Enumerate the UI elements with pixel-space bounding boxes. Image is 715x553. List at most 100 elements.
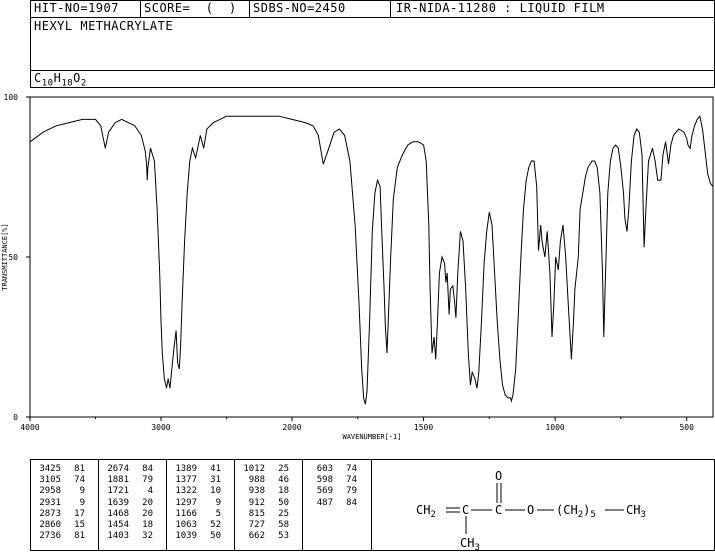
peak-wavenumber: 1166 <box>175 508 197 519</box>
y-tick-label: 0 <box>13 413 18 422</box>
x-tick-label: 2000 <box>282 423 301 432</box>
peak-row: 3425 81 <box>31 464 98 475</box>
peak-row: 1468 20 <box>99 509 166 520</box>
peak-transmittance: 84 <box>142 464 153 474</box>
peak-wavenumber: 1881 <box>107 475 129 486</box>
peak-table: 3425 81 3105 74 2958 9 2931 9 2873 17 2860 15 2736 81… <box>30 459 372 551</box>
x-axis-label: WAVENUMBER[-1] <box>342 433 401 441</box>
compound-name: HEXYL METHACRYLATE <box>34 19 174 33</box>
peak-transmittance: 41 <box>210 464 221 474</box>
peak-column: 603 74 598 74 569 79 487 84 <box>303 460 371 550</box>
peak-transmittance: 25 <box>278 464 289 474</box>
peak-transmittance: 84 <box>346 497 357 508</box>
peak-transmittance: 50 <box>278 497 289 508</box>
peak-row: 2873 17 <box>31 509 98 520</box>
structure-diagram: O CH2 C CH3 C O (CH2)5 CH3 <box>416 469 646 552</box>
peak-row: 1012 25 <box>235 464 302 475</box>
peak-transmittance: 46 <box>278 475 289 486</box>
peak-wavenumber: 3105 <box>39 475 61 486</box>
peak-transmittance: 15 <box>74 519 85 530</box>
peak-wavenumber: 1377 <box>175 475 197 486</box>
peak-wavenumber: 1721 <box>107 486 129 497</box>
peak-row: 1063 52 <box>167 520 234 531</box>
peak-transmittance: 10 <box>210 486 221 497</box>
peak-transmittance: 81 <box>74 464 85 474</box>
peak-transmittance: 9 <box>79 497 85 508</box>
peak-transmittance: 20 <box>142 497 153 508</box>
carbonyl-carbon: C <box>495 503 502 517</box>
peak-transmittance: 9 <box>215 497 221 508</box>
peak-transmittance: 31 <box>210 475 221 486</box>
peak-wavenumber: 815 <box>248 508 265 519</box>
peak-row: 1454 18 <box>99 520 166 531</box>
peak-transmittance: 50 <box>210 531 221 542</box>
ch2-group: CH2 <box>416 503 436 520</box>
peak-row: 2931 9 <box>31 498 98 509</box>
peak-row: 1389 41 <box>167 464 234 475</box>
peak-wavenumber: 2674 <box>107 464 129 474</box>
peak-row: 938 18 <box>235 486 302 497</box>
peak-row: 603 74 <box>303 464 371 475</box>
peak-row: 727 58 <box>235 520 302 531</box>
peak-row: 1039 50 <box>167 531 234 542</box>
peak-wavenumber: 569 <box>316 486 333 497</box>
peak-wavenumber: 988 <box>248 475 265 486</box>
peak-transmittance: 58 <box>278 519 289 530</box>
peak-wavenumber: 2860 <box>39 519 61 530</box>
peak-row: 988 46 <box>235 475 302 486</box>
peak-wavenumber: 598 <box>316 475 333 486</box>
peak-row: 1322 10 <box>167 486 234 497</box>
peak-row: 1166 5 <box>167 509 234 520</box>
peak-row: 2958 9 <box>31 486 98 497</box>
peak-transmittance: 81 <box>74 531 85 542</box>
carbonyl-oxygen: O <box>495 469 502 483</box>
peak-column: 2674 84 1881 79 1721 4 1639 20 1468 20 1454 18 1403 3… <box>99 460 167 550</box>
x-tick-label: 4000 <box>20 423 39 432</box>
peak-wavenumber: 3425 <box>39 464 61 474</box>
hit-no-label: HIT-NO=1907 <box>34 1 119 15</box>
peak-transmittance: 74 <box>74 475 85 486</box>
peak-row: 2736 81 <box>31 531 98 542</box>
peak-wavenumber: 2736 <box>39 531 61 542</box>
peak-row: 1639 20 <box>99 498 166 509</box>
peak-transmittance: 74 <box>346 475 357 486</box>
peak-wavenumber: 2931 <box>39 497 61 508</box>
peak-transmittance: 32 <box>142 531 153 542</box>
peak-row: 1403 32 <box>99 531 166 542</box>
peak-transmittance: 17 <box>74 508 85 519</box>
peak-column: 3425 81 3105 74 2958 9 2931 9 2873 17 2860 15 2736 81 <box>31 460 99 550</box>
x-tick-label: 500 <box>679 423 694 432</box>
peak-transmittance: 9 <box>79 486 85 497</box>
hexyl-chain: (CH2)5 <box>556 503 596 520</box>
peak-transmittance: 74 <box>346 464 357 474</box>
peak-wavenumber: 1403 <box>107 531 129 542</box>
peak-column: 1389 41 1377 31 1322 10 1297 9 1166 5 1063 52 1039 50 <box>167 460 235 550</box>
peak-row: 662 53 <box>235 531 302 542</box>
sdbs-no-label: SDBS-NO=2450 <box>253 1 346 15</box>
peak-wavenumber: 1039 <box>175 531 197 542</box>
peak-transmittance: 4 <box>147 486 153 497</box>
peak-transmittance: 18 <box>278 486 289 497</box>
peak-row: 1377 31 <box>167 475 234 486</box>
peak-transmittance: 52 <box>210 519 221 530</box>
peak-wavenumber: 938 <box>248 486 265 497</box>
ir-info-label: IR-NIDA-11280 : LIQUID FILM <box>396 1 605 15</box>
peak-wavenumber: 2958 <box>39 486 61 497</box>
peak-wavenumber: 487 <box>316 497 333 508</box>
peak-wavenumber: 2873 <box>39 508 61 519</box>
y-axis-label: TRANSMITTANCE[%] <box>1 223 9 290</box>
peak-row: 3105 74 <box>31 475 98 486</box>
score-label: SCORE= ( ) <box>144 1 237 15</box>
terminal-methyl: CH3 <box>626 503 646 520</box>
peak-transmittance: 79 <box>346 486 357 497</box>
peak-wavenumber: 1454 <box>107 519 129 530</box>
peak-wavenumber: 603 <box>316 464 333 474</box>
peak-wavenumber: 1063 <box>175 519 197 530</box>
peak-wavenumber: 1389 <box>175 464 197 474</box>
peak-row: 912 50 <box>235 498 302 509</box>
peak-row: 569 79 <box>303 486 371 497</box>
y-tick-label: 100 <box>4 93 19 102</box>
peak-wavenumber: 1297 <box>175 497 197 508</box>
peak-row: 598 74 <box>303 475 371 486</box>
peak-row: 2860 15 <box>31 520 98 531</box>
